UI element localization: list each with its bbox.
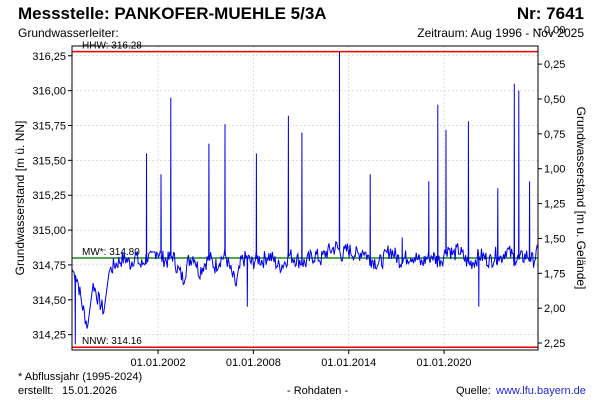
created-date: 15.01.2026	[62, 385, 118, 397]
plot-frame	[71, 45, 539, 351]
y-tick-label-5: 315,50	[32, 155, 66, 167]
y-axis-title: Grundwasserstand [m ü. NN]	[13, 121, 27, 276]
source-link[interactable]: www.lfu.bayern.de	[496, 385, 586, 397]
y-tick-label-2: 314,75	[32, 260, 66, 272]
station-title: Messstelle: PANKOFER-MUEHLE 5/3A	[18, 4, 327, 23]
period-label: Zeitraum: Aug 1996 - Nov 2025	[417, 26, 584, 40]
y2-tick-label-4: 1,25	[544, 199, 565, 211]
grid-lines	[72, 46, 538, 350]
y2-tick-label-9: 0,00	[544, 24, 565, 36]
x-tick-label-1: 01.01.2008	[226, 357, 281, 369]
x-tick-label-3: 01.01.2020	[417, 357, 472, 369]
y-tick-label-7: 316,00	[32, 86, 66, 98]
y2-tick-label-2: 1,75	[544, 268, 565, 280]
tick-labels: 314,25 314,50 314,75 315,00 315,25 315,50 315,…	[32, 24, 565, 369]
y-tick-label-1: 314,50	[32, 295, 66, 307]
y2-tick-label-0: 2,25	[544, 338, 565, 350]
created-label: erstellt:	[18, 385, 54, 397]
y2-axis-title: Grundwasserstand [m u. Gelände]	[574, 107, 588, 290]
aquifer-label: Grundwasserleiter:	[18, 26, 119, 40]
y2-tick-label-3: 1,50	[544, 233, 565, 245]
y2-tick-label-6: 0,75	[544, 129, 565, 141]
y2-tick-label-8: 0,25	[544, 59, 565, 71]
station-number: Nr: 7641	[516, 4, 584, 23]
y-tick-label-6: 315,75	[32, 120, 66, 132]
y-tick-label-4: 315,25	[32, 190, 66, 202]
footnote: * Abflussjahr (1995-2024)	[18, 371, 143, 383]
x-tick-label-0: 01.01.2002	[131, 357, 186, 369]
y-tick-label-3: 315,00	[32, 225, 66, 237]
x-tick-label-2: 01.01.2014	[321, 357, 376, 369]
reference-label-1: MW*: 314.80	[82, 247, 140, 258]
y2-tick-label-1: 2,00	[544, 303, 565, 315]
y-tick-label-8: 316,25	[32, 51, 66, 63]
source-label: Quelle:	[456, 385, 491, 397]
series-line	[71, 51, 539, 345]
raw-data-label: - Rohdaten -	[287, 385, 349, 397]
reference-label-2: NNW: 314.16	[82, 336, 142, 347]
y2-tick-label-7: 0,50	[544, 94, 565, 106]
y2-tick-label-5: 1,00	[544, 164, 565, 176]
y-tick-label-0: 314,25	[32, 330, 66, 342]
